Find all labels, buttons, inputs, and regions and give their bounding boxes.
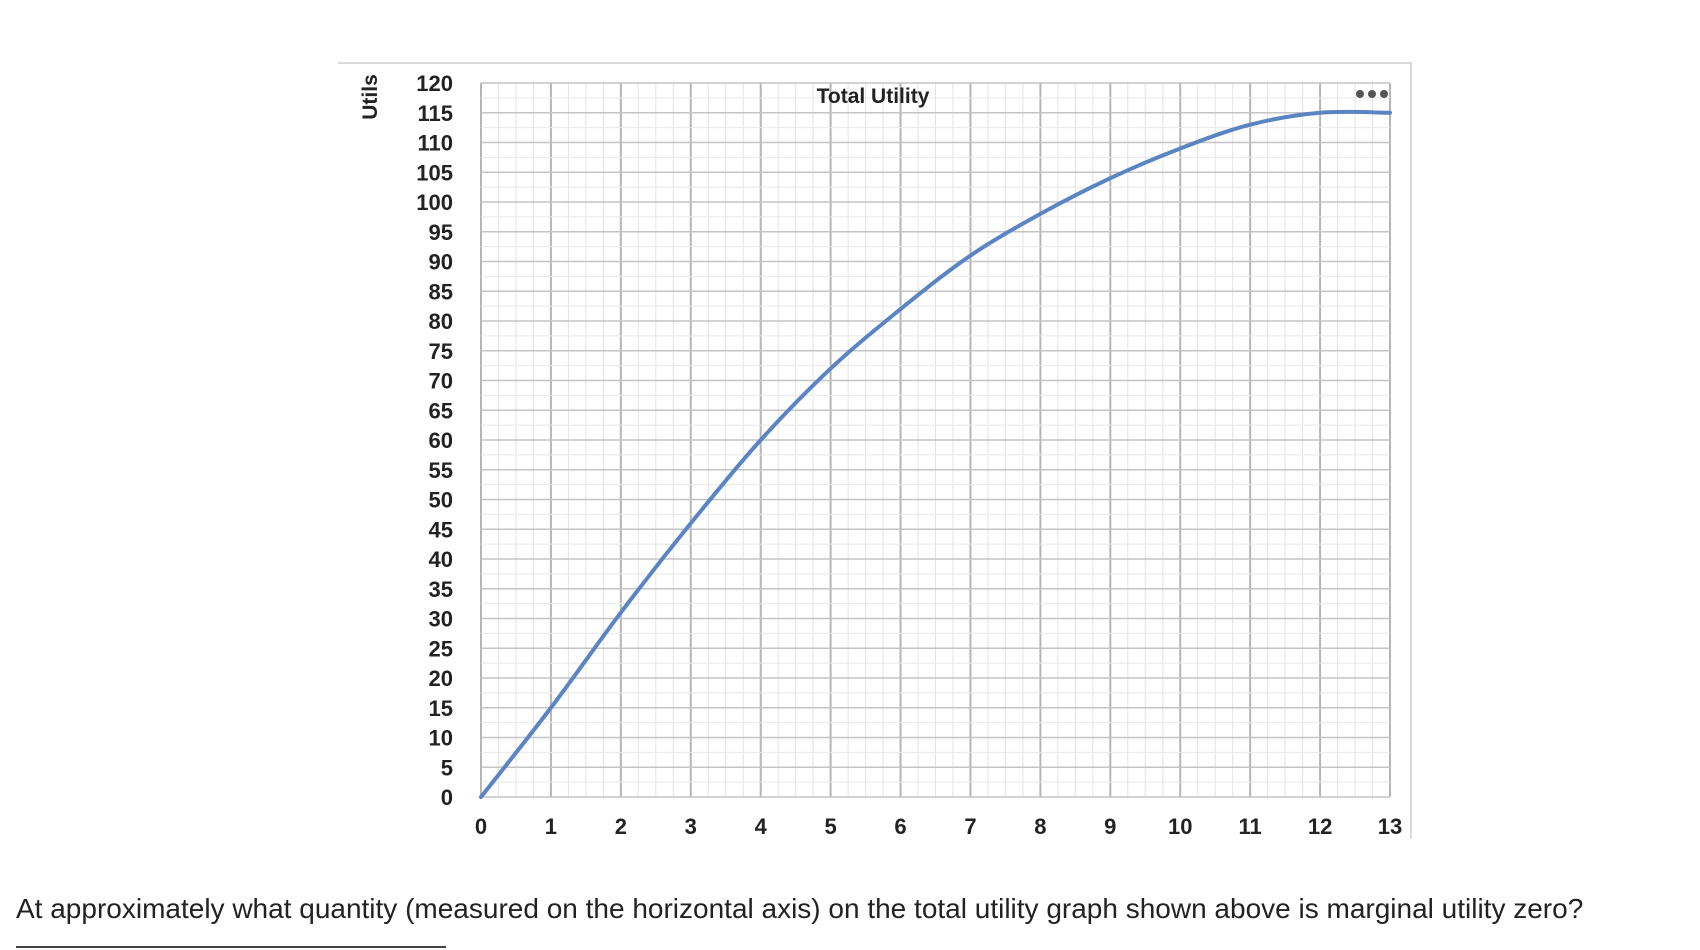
y-tick-label: 15 xyxy=(429,696,453,721)
x-tick-label: 3 xyxy=(685,814,697,839)
y-tick-label: 120 xyxy=(416,71,453,96)
y-tick-label: 0 xyxy=(441,785,453,810)
y-tick-label: 40 xyxy=(429,547,453,572)
y-tick-label: 65 xyxy=(429,398,453,423)
y-tick-labels: 0 5 10 15 20 25 30 35 40 45 50 55 60 65 70 75 80 85 90 95 10… xyxy=(416,71,453,810)
dot xyxy=(1380,90,1388,98)
chart-frame xyxy=(338,62,1412,839)
x-tick-label: 6 xyxy=(894,814,906,839)
y-tick-label: 95 xyxy=(429,220,453,245)
y-tick-label: 35 xyxy=(429,577,453,602)
x-tick-label: 10 xyxy=(1168,814,1192,839)
chart-title: Total Utility xyxy=(817,85,930,108)
y-tick-label: 80 xyxy=(429,309,453,334)
y-tick-label: 50 xyxy=(429,488,453,513)
x-tick-labels: 0 1 2 3 4 5 6 7 8 9 10 11 12 13 xyxy=(475,814,1402,839)
y-tick-label: 115 xyxy=(418,101,454,126)
dot xyxy=(1368,90,1376,98)
x-tick-label: 13 xyxy=(1378,814,1402,839)
y-tick-label: 10 xyxy=(429,726,453,751)
x-tick-label: 0 xyxy=(475,814,487,839)
y-tick-label: 85 xyxy=(429,279,453,304)
grid-layer xyxy=(480,82,1391,798)
question-text: At approximately what quantity (measured… xyxy=(16,893,1584,924)
dot xyxy=(1356,90,1364,98)
y-axis-title: Utils xyxy=(359,74,382,120)
y-tick-label: 100 xyxy=(416,190,453,215)
y-tick-label: 70 xyxy=(429,369,453,394)
y-tick-label: 105 xyxy=(416,160,453,185)
x-tick-label: 1 xyxy=(545,814,557,839)
y-tick-label: 30 xyxy=(429,607,453,632)
more-options-icon[interactable] xyxy=(1352,88,1392,100)
x-tick-label: 11 xyxy=(1239,814,1262,839)
series-layer xyxy=(479,109,1392,799)
y-tick-label: 5 xyxy=(441,755,453,780)
answer-input-line[interactable] xyxy=(16,946,446,948)
x-tick-label: 5 xyxy=(824,814,836,839)
y-tick-label: 75 xyxy=(429,339,453,364)
x-tick-label: 7 xyxy=(964,814,976,839)
x-tick-label: 2 xyxy=(615,814,627,839)
y-tick-label: 55 xyxy=(429,458,453,483)
y-tick-label: 45 xyxy=(429,517,453,542)
y-tick-label: 25 xyxy=(429,636,453,661)
x-tick-label: 4 xyxy=(755,814,768,839)
y-tick-label: 60 xyxy=(429,428,453,453)
x-tick-label: 8 xyxy=(1034,814,1046,839)
y-tick-label: 90 xyxy=(429,250,453,275)
x-tick-label: 9 xyxy=(1104,814,1116,839)
y-tick-label: 20 xyxy=(429,666,453,691)
y-tick-label: 110 xyxy=(418,131,454,156)
x-tick-label: 12 xyxy=(1308,814,1332,839)
